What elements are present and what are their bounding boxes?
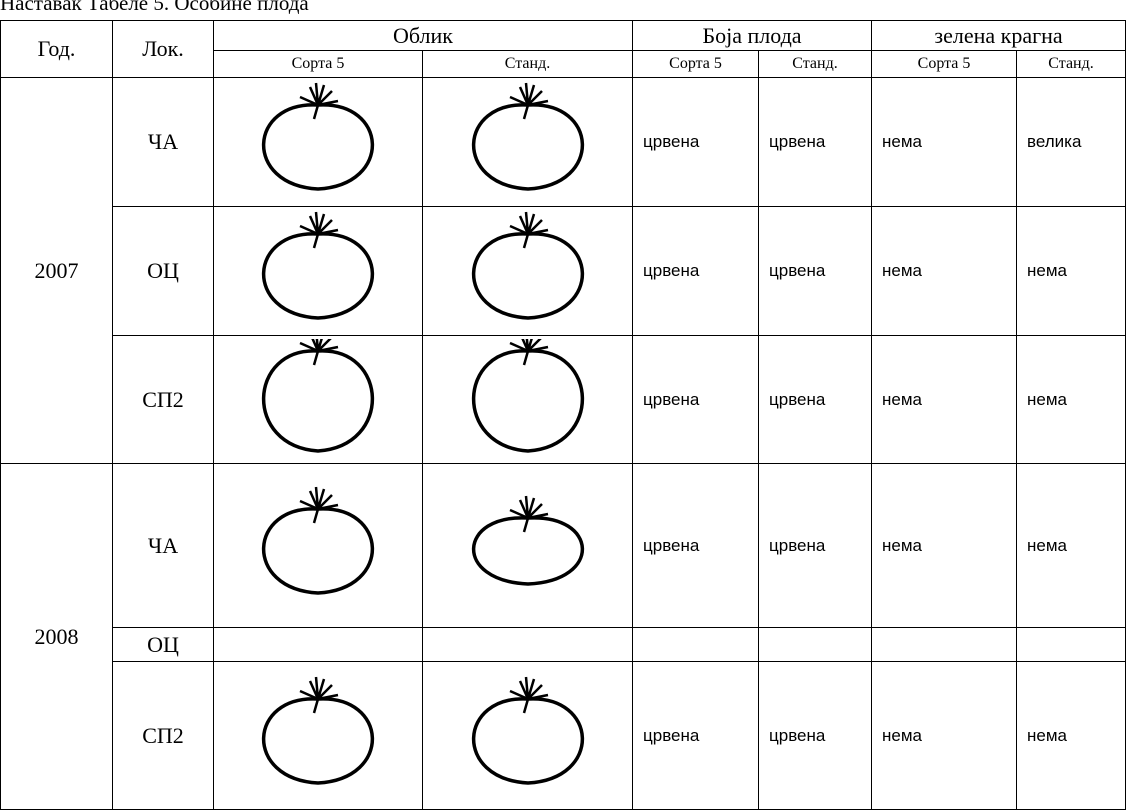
shape-cell xyxy=(421,206,634,336)
year-cell: 2007 xyxy=(0,77,113,464)
row: СП2 црвена црвена нема нема xyxy=(1,661,1127,810)
header-cell: зелена крагна xyxy=(871,20,1127,51)
tomato-drawing xyxy=(471,338,584,453)
sub-header: Сорта 5 xyxy=(213,50,423,78)
tomato-drawing xyxy=(471,495,584,586)
fruit-color-cell: црвена xyxy=(632,661,760,810)
tomato-drawing xyxy=(471,211,584,320)
green-collar-cell: нема xyxy=(1016,335,1127,464)
tomato-drawing xyxy=(261,82,375,191)
tomato-drawing xyxy=(471,676,584,785)
location-cell: ОЦ xyxy=(112,206,214,336)
shape-cell xyxy=(421,77,634,207)
green-collar-cell xyxy=(871,627,1018,662)
tomato-drawing xyxy=(261,338,375,453)
green-collar-cell: нема xyxy=(871,661,1018,810)
sub-header: Сорта 5 xyxy=(632,50,760,78)
shape-cell xyxy=(421,627,634,662)
tomato-drawing xyxy=(261,676,375,785)
tomato-drawing xyxy=(471,82,584,191)
location-cell: ОЦ xyxy=(112,627,214,662)
header-cell: Облик xyxy=(212,20,634,51)
shape-cell xyxy=(213,463,423,628)
shape-cell xyxy=(421,463,634,628)
header-cell: Лок. xyxy=(112,20,214,78)
green-collar-cell: нема xyxy=(1016,661,1127,810)
sub-header: Станд. xyxy=(421,50,634,78)
shape-cell xyxy=(213,627,423,662)
sub-header: Станд. xyxy=(1016,50,1127,78)
fruit-color-cell xyxy=(632,627,760,662)
row: СП2 црвена црвена нема нема xyxy=(1,335,1127,464)
green-collar-cell: нема xyxy=(871,77,1018,207)
caption: Наставак Табеле 5. Особине плода xyxy=(0,0,309,15)
row: ОЦ xyxy=(1,627,1127,662)
year-cell: 2008 xyxy=(0,463,113,810)
green-collar-cell: нема xyxy=(871,335,1018,464)
green-collar-cell: нема xyxy=(871,463,1018,628)
fruit-color-cell: црвена xyxy=(758,335,873,464)
fruit-color-cell: црвена xyxy=(758,206,873,336)
green-collar-cell: нема xyxy=(1016,206,1127,336)
tomato-drawing xyxy=(261,211,375,320)
green-collar-cell xyxy=(1016,627,1127,662)
header-cell: Боја плода xyxy=(632,20,873,51)
sub-header: Сорта 5 xyxy=(871,50,1018,78)
location-cell: ЧА xyxy=(112,463,214,628)
fruit-color-cell xyxy=(758,627,873,662)
table: Год. Лок. Облик Боја плода зелена крагна… xyxy=(0,20,1127,810)
shape-cell xyxy=(421,661,634,810)
fruit-color-cell: црвена xyxy=(758,77,873,207)
location-cell: СП2 xyxy=(112,661,214,810)
header-cell: Год. xyxy=(0,20,113,78)
fruit-color-cell: црвена xyxy=(632,463,760,628)
location-cell: СП2 xyxy=(112,335,214,464)
shape-cell xyxy=(213,661,423,810)
fruit-color-cell: црвена xyxy=(632,77,760,207)
shape-cell xyxy=(421,335,634,464)
fruit-color-cell: црвена xyxy=(632,206,760,336)
shape-cell xyxy=(213,335,423,464)
sub-header: Станд. xyxy=(758,50,873,78)
row: 2008 ЧА црвена црвена нема нема xyxy=(0,463,1127,810)
tomato-drawing xyxy=(261,486,375,595)
row: ОЦ црвена црвена нема нема xyxy=(1,206,1127,336)
shape-cell xyxy=(213,206,423,336)
fruit-color-cell: црвена xyxy=(758,463,873,628)
green-collar-cell: нема xyxy=(871,206,1018,336)
row: 2007 ЧА црвена црвена нема велика xyxy=(0,77,1127,464)
shape-cell xyxy=(213,77,423,207)
green-collar-cell: нема xyxy=(1016,463,1127,628)
location-cell: ЧА xyxy=(112,77,214,207)
fruit-color-cell: црвена xyxy=(758,661,873,810)
fruit-color-cell: црвена xyxy=(632,335,760,464)
green-collar-cell: велика xyxy=(1016,77,1127,207)
